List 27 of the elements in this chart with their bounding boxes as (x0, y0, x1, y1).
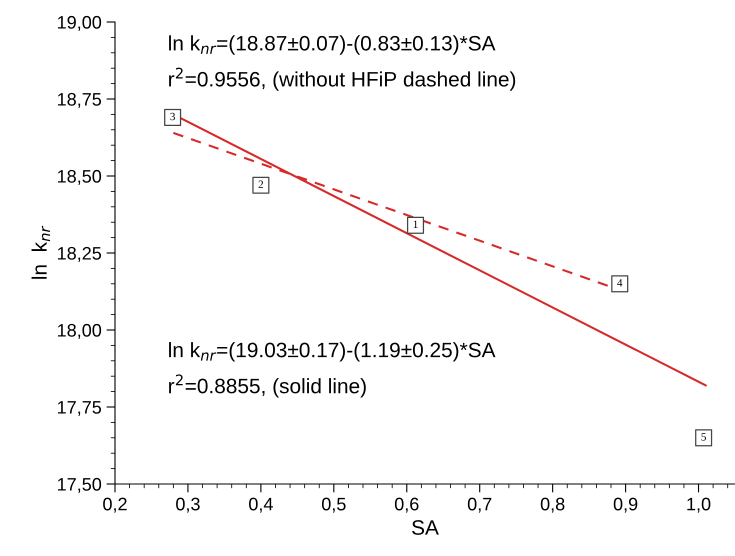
annotation: 1 (414, 220, 418, 228)
y-axis-title: ln k$_{nr}$ (32, 226, 50, 279)
y-tick-label: 18,25 (58, 246, 102, 262)
x-tick-label: 0,9 (614, 498, 638, 513)
x-tick-label: 0,4 (249, 498, 273, 513)
x-tick-label: 0,7 (468, 498, 492, 513)
x-tick-label: 0,6 (394, 498, 419, 513)
y-tick-label: 17,50 (58, 478, 102, 493)
y-tick-label: 19,00 (58, 16, 102, 31)
x-tick-label: 0,3 (176, 498, 200, 513)
x-tick-label: 1,0 (687, 498, 710, 513)
annotation: 4 (617, 279, 622, 286)
x-tick-label: 0,8 (540, 498, 564, 513)
annotation: 5 (702, 433, 706, 441)
y-tick-label: 17,75 (58, 401, 102, 416)
x-tick-label: 0,2 (103, 498, 127, 513)
annotation: r$^{2}$=0.9556, (without HFiP dashed line) (169, 68, 516, 91)
annotation: 2 (258, 180, 264, 188)
annotation: ln k$_{nr}$=(19.03±0.17)-(1.19±0.25)*SA (169, 342, 496, 362)
y-tick-label: 18,75 (58, 92, 102, 108)
annotation: ln k$_{nr}$=(18.87±0.07)-(0.83±0.13)*SA (169, 35, 496, 55)
annotation: 3 (170, 112, 175, 120)
x-axis-title: SA (412, 520, 439, 535)
x-tick-label: 0,5 (322, 498, 346, 513)
annotation: r$^{2}$=0.8855, (solid line) (169, 374, 366, 398)
y-tick-label: 18,00 (58, 324, 102, 339)
y-tick-label: 18,50 (58, 170, 102, 185)
